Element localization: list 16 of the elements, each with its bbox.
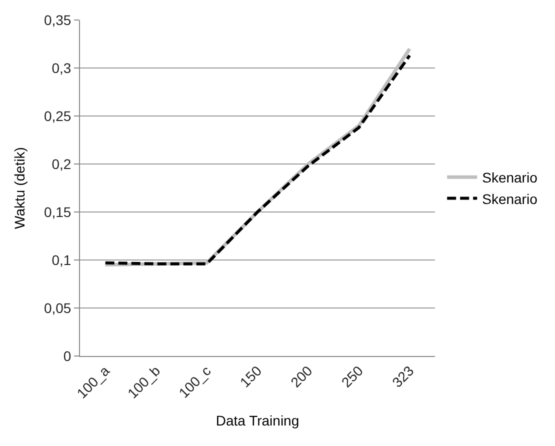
y-tick-label: 0,15	[44, 204, 72, 220]
legend-label: Skenario	[482, 190, 538, 207]
x-tick-label: 200	[287, 362, 316, 390]
y-tick-label: 0	[63, 348, 72, 364]
y-tick-label: 0,2	[52, 156, 72, 172]
y-tick-label: 0,25	[44, 108, 72, 124]
x-axis-title: Data Training	[216, 412, 300, 429]
y-tick-label: 0,1	[52, 252, 72, 268]
y-tick-label: 0,35	[44, 12, 72, 28]
y-tick-label: 0,05	[44, 300, 72, 316]
legend-label: Skenario	[482, 170, 538, 186]
x-tick-label: 250	[338, 362, 366, 390]
x-tick-label: 323	[388, 362, 417, 390]
y-tick-label: 0,3	[52, 60, 72, 76]
x-tick-label: 150	[236, 362, 265, 390]
y-axis-title: Waktu (detik)	[12, 147, 28, 229]
